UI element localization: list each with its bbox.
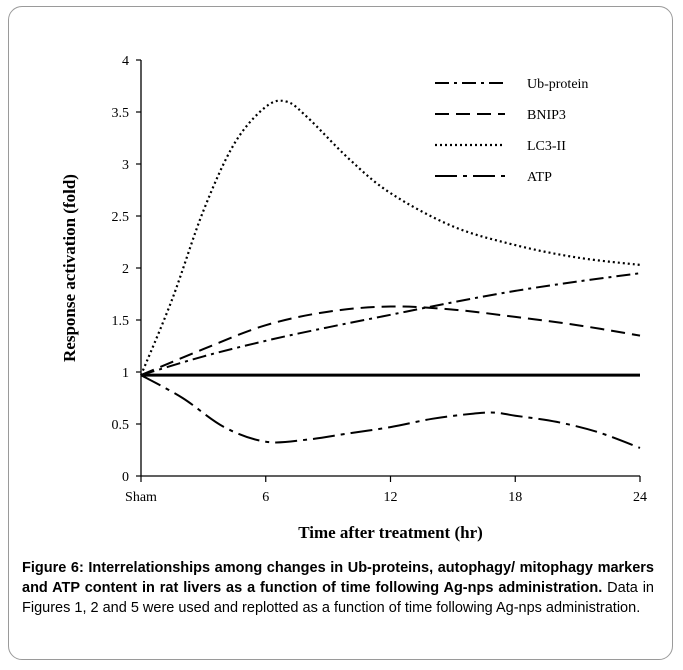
series-lines [139,99,641,449]
caption-text: Data in Figures 1, 2 and 5 were used and… [22,580,654,616]
x-axis-title: Time after treatment (hr) [298,523,483,542]
y-tick-label: 4 [122,54,129,69]
chart-axes [136,59,641,482]
x-tick-label: 12 [384,490,398,505]
y-axis-title: Response activation (fold) [60,174,79,362]
x-tick-label: Sham [125,490,157,505]
series-line-ub-protein [140,272,641,377]
y-tick-label: 2 [122,262,129,277]
legend-label-ub-protein: Ub-protein [527,77,588,92]
x-tick-label: 24 [633,490,647,505]
y-tick-label: 1 [122,366,129,381]
figure-frame [8,6,673,660]
legend: Ub-protein BNIP3 LC3-II ATP [435,77,588,185]
x-tick-label: 6 [262,490,269,505]
legend-label-bnip3: BNIP3 [527,108,566,123]
legend-label-lc3-ii: LC3-II [527,139,566,154]
legend-label-atp: ATP [527,170,552,185]
y-tick-label: 1.5 [112,314,130,329]
x-tick-label: 18 [508,490,522,505]
tick-labels: 0 0.5 1 1.5 2 2.5 3 3.5 4 Sham 6 12 18 24 [112,54,648,505]
series-line-atp [140,374,641,449]
y-tick-label: 0 [122,470,129,485]
y-tick-label: 2.5 [112,210,130,225]
series-line-bnip3 [140,305,641,377]
line-chart: 0 0.5 1 1.5 2 2.5 3 3.5 4 Sham 6 12 18 24 Ub-protein B… [60,54,648,542]
caption-bold: Figure 6: Interrelationships among chang… [22,560,654,596]
y-tick-label: 3 [122,158,129,173]
y-tick-label: 0.5 [112,418,130,433]
y-tick-label: 3.5 [112,106,130,121]
figure-caption: Figure 6: Interrelationships among chang… [22,558,654,618]
